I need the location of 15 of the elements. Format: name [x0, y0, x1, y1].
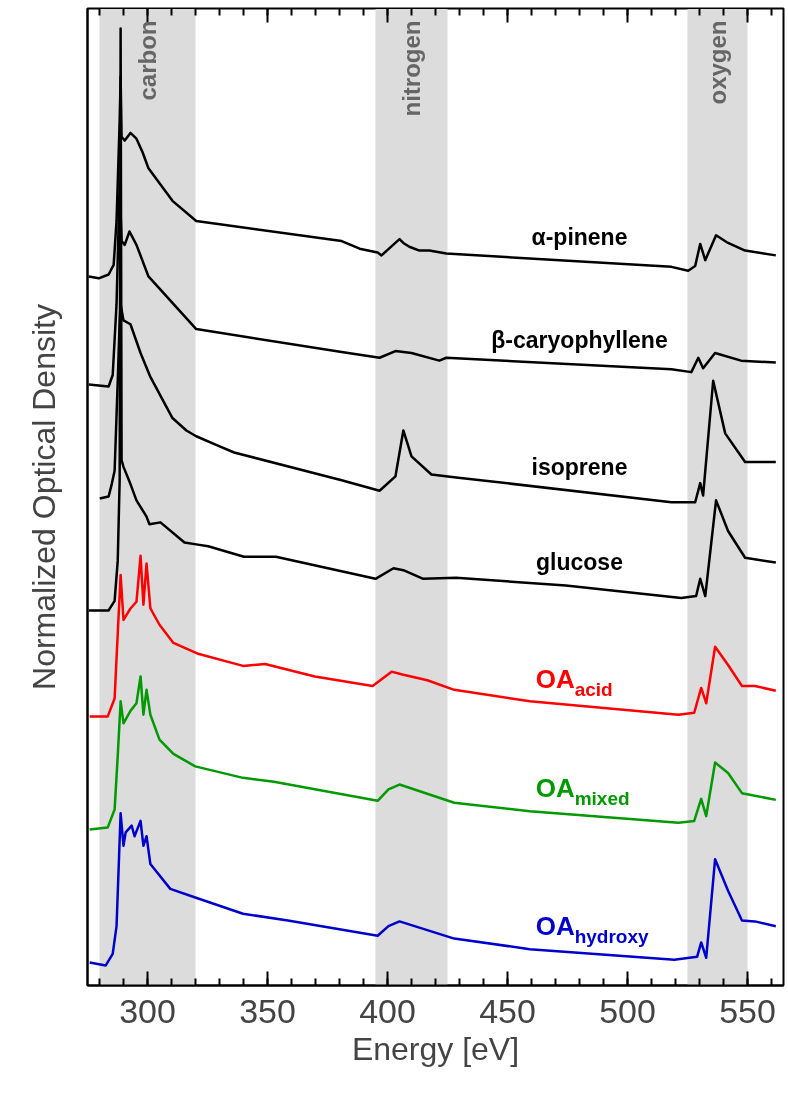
band-label: nitrogen [398, 20, 425, 117]
series-label: α-pinene [531, 223, 628, 250]
x-axis-title: Energy [eV] [351, 1030, 520, 1067]
x-tick-label: 450 [479, 991, 536, 1030]
band-label: carbon [134, 20, 161, 101]
x-tick-label: 400 [359, 991, 416, 1030]
x-tick-label: 350 [239, 991, 296, 1030]
y-axis-title: Normalized Optical Density [25, 304, 62, 690]
series-label: β-caryophyllene [491, 326, 668, 353]
x-tick-label: 500 [599, 991, 656, 1030]
x-tick-label: 550 [719, 991, 776, 1030]
series-label: isoprene [531, 453, 628, 480]
band-label: oxygen [704, 20, 731, 105]
x-tick-label: 300 [119, 991, 176, 1030]
series-label: glucose [536, 548, 623, 575]
